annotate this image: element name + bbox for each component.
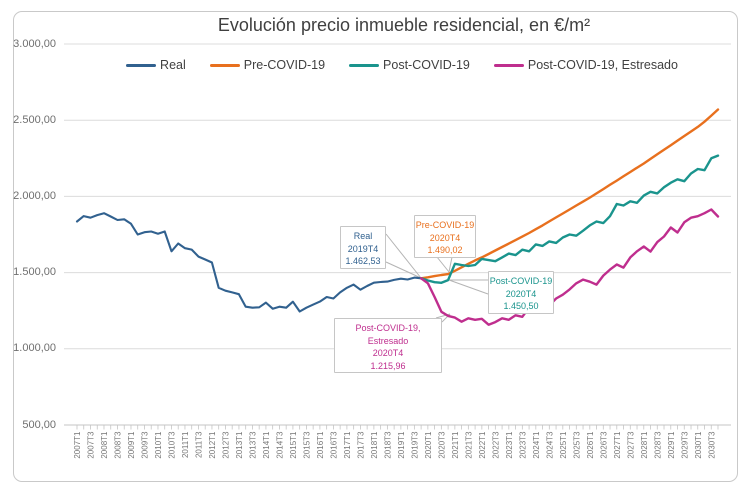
x-axis-label: 2012T3: [221, 431, 230, 459]
x-axis-label: 2017T1: [343, 431, 352, 459]
legend-item-pre-covid: Pre-COVID-19: [209, 58, 326, 72]
x-axis-label: 2021T1: [451, 431, 460, 459]
x-axis-label: 2013T1: [235, 431, 244, 459]
legend-swatch-pre-covid: [209, 63, 240, 67]
x-axis-label: 2024T1: [532, 431, 541, 459]
x-axis-label: 2022T1: [478, 431, 487, 459]
callout-value: 1.450,50: [503, 301, 539, 311]
callout-value: 1.462,53: [345, 256, 381, 266]
x-axis-label: 2029T3: [680, 431, 689, 459]
x-axis-label: 2012T1: [208, 431, 217, 459]
x-axis-label: 2008T1: [100, 431, 109, 459]
x-axis-label: 2028T1: [640, 431, 649, 459]
x-axis-label: 2026T1: [586, 431, 595, 459]
callout-series-label: Pre-COVID-19: [415, 220, 475, 230]
x-axis-label: 2010T3: [167, 431, 176, 459]
x-axis-label: 2011T3: [194, 431, 203, 458]
series-line-post-covid-19-estresado: [419, 208, 720, 326]
callout-period: 2020T4: [429, 232, 461, 243]
x-axis-label: 2015T3: [302, 431, 311, 459]
y-axis-label: 3.000,00: [13, 37, 56, 50]
y-axis-label: 1.500,00: [13, 266, 56, 279]
legend-item-real: Real: [126, 58, 186, 72]
x-axis-label: 2015T1: [289, 431, 298, 459]
x-axis-label: 2029T1: [667, 431, 676, 459]
callout-leader-line: [436, 256, 450, 273]
x-axis-label: 2020T1: [424, 431, 433, 459]
legend-item-post-covid-estresado: Post-COVID-19, Estresado: [493, 58, 678, 72]
legend-label-pre-covid: Pre-COVID-19: [243, 58, 326, 72]
x-axis-label: 2027T1: [613, 431, 622, 459]
x-axis-label: 2030T3: [707, 431, 716, 459]
callout-leader-line: [448, 256, 453, 273]
legend-swatch-post-covid: [349, 63, 380, 67]
callout-leader-line: [448, 279, 489, 295]
y-axis-label: 1.000,00: [13, 342, 56, 355]
legend-label-post-covid-estresado: Post-COVID-19, Estresado: [527, 58, 678, 72]
callout-pre-covid: Pre-COVID-19 2020T4 1.490,02: [414, 215, 476, 258]
callout-series-label: Post-COVID-19, Estresado: [355, 323, 421, 346]
callout-leader-line: [385, 261, 422, 279]
x-axis-label: 2019T1: [397, 431, 406, 459]
x-axis-label: 2013T3: [248, 431, 257, 459]
callout-series-label: Real: [353, 231, 373, 241]
x-axis-label: 2019T3: [410, 431, 419, 459]
x-axis-label: 2024T3: [545, 431, 554, 459]
x-axis-label: 2025T3: [572, 431, 581, 459]
callout-post-covid-estresado: Post-COVID-19, Estresado 2020T4 1.215,96: [334, 318, 442, 373]
legend-label-real: Real: [160, 58, 186, 72]
x-axis-label: 2007T1: [73, 431, 82, 459]
series-line-pre-covid-19: [419, 108, 720, 280]
legend-swatch-real: [126, 63, 157, 67]
x-axis-label: 2023T3: [518, 431, 527, 459]
callout-value: 1.490,02: [427, 245, 463, 255]
x-axis-label: 2009T1: [127, 431, 136, 459]
x-axis-label: 2023T1: [505, 431, 514, 459]
legend-item-post-covid: Post-COVID-19: [349, 58, 470, 72]
x-axis-label: 2018T3: [383, 431, 392, 459]
y-axis-label: 500,00: [22, 418, 56, 431]
x-axis-label: 2025T1: [559, 431, 568, 459]
x-axis-label: 2022T3: [491, 431, 500, 459]
callout-period: 2020T4: [505, 288, 537, 299]
x-axis-label: 2026T3: [599, 431, 608, 459]
callout-period: 2019T4: [347, 243, 379, 254]
x-axis-label: 2020T3: [437, 431, 446, 459]
legend-label-post-covid: Post-COVID-19: [383, 58, 470, 72]
series-line-real: [75, 212, 423, 313]
x-axis-label: 2008T3: [113, 431, 122, 459]
x-axis-label: 2007T3: [86, 431, 95, 459]
x-axis-label: 2010T1: [154, 431, 163, 459]
x-axis-label: 2014T1: [262, 431, 271, 459]
x-axis-label: 2011T1: [181, 431, 190, 458]
callout-series-label: Post-COVID-19: [489, 276, 553, 286]
x-axis-label: 2014T3: [275, 431, 284, 459]
x-axis-label: 2021T3: [464, 431, 473, 459]
x-axis-label: 2028T3: [653, 431, 662, 459]
x-axis-label: 2030T1: [694, 431, 703, 459]
x-axis-label: 2009T3: [140, 431, 149, 459]
callout-leader-line: [385, 233, 422, 279]
callout-period: 2020T4: [372, 348, 404, 358]
callout-value: 1.215,96: [370, 360, 406, 371]
callout-real: Real 2019T4 1.462,53: [340, 226, 386, 269]
x-axis-label: 2016T1: [316, 431, 325, 459]
x-axis-label: 2018T1: [370, 431, 379, 459]
legend-swatch-post-covid-estresado: [493, 63, 524, 67]
chart-title: Evolución precio inmueble residencial, e…: [217, 15, 591, 35]
x-axis-label: 2017T3: [356, 431, 365, 459]
y-axis-label: 2.500,00: [13, 113, 56, 126]
x-axis-label: 2016T3: [329, 431, 338, 459]
chart-legend: Real Pre-COVID-19 Post-COVID-19 Post-COV…: [0, 58, 748, 72]
x-axis-label: 2027T3: [626, 431, 635, 459]
y-axis-label: 2.000,00: [13, 189, 56, 202]
callout-post-covid: Post-COVID-19 2020T4 1.450,50: [488, 271, 554, 314]
series-line-post-covid-19: [419, 154, 720, 284]
